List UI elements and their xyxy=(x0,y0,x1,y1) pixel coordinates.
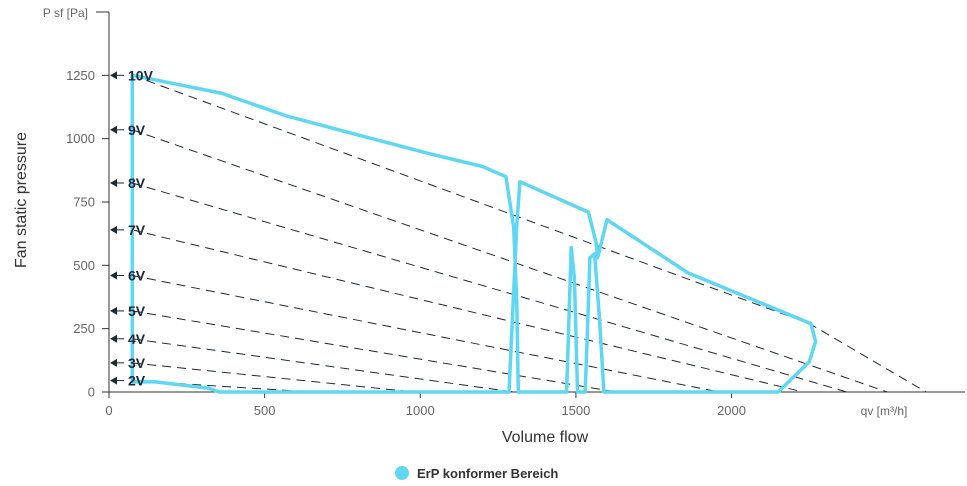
voltage-curve-10V xyxy=(132,74,927,393)
x-tick-label: 1000 xyxy=(406,403,435,418)
y-tick-label: 1000 xyxy=(66,131,95,146)
x-axis-title: Volume flow xyxy=(502,429,589,446)
voltage-marker-10V xyxy=(110,71,117,80)
voltage-labels: 10V 9V 8V 7V 6V 5V 4V 3V 2V xyxy=(110,67,154,389)
voltage-curve-8V xyxy=(132,182,847,393)
voltage-marker-5V xyxy=(110,306,117,315)
erp-area-outline xyxy=(130,73,818,394)
voltage-label-8V: 8V xyxy=(128,175,146,191)
voltage-curve-4V xyxy=(132,338,514,393)
y-tick-label: 250 xyxy=(73,321,95,336)
voltage-label-4V: 4V xyxy=(128,331,146,347)
voltage-marker-4V xyxy=(110,334,117,343)
x-unit-label: qv [m³/h] xyxy=(861,404,908,418)
voltage-marker-2V xyxy=(110,376,117,385)
erp-area xyxy=(130,73,818,394)
y-tick-label: 500 xyxy=(73,258,95,273)
voltage-label-5V: 5V xyxy=(128,303,146,319)
voltage-marker-6V xyxy=(110,271,117,280)
y-tick-label: 1250 xyxy=(66,68,95,83)
y-axis-title: Fan static pressure xyxy=(13,132,30,268)
voltage-label-6V: 6V xyxy=(128,267,146,283)
voltage-curves xyxy=(132,74,927,393)
voltage-marker-3V xyxy=(110,358,117,367)
voltage-label-9V: 9V xyxy=(128,122,146,138)
voltage-label-10V: 10V xyxy=(128,67,154,83)
voltage-label-7V: 7V xyxy=(128,222,146,238)
x-tick-label: 500 xyxy=(254,403,276,418)
x-tick-label: 0 xyxy=(105,403,112,418)
voltage-marker-9V xyxy=(110,125,117,134)
legend-marker xyxy=(395,466,409,480)
x-tick-label: 2000 xyxy=(717,403,746,418)
y-unit-label: P sf [Pa] xyxy=(43,6,88,20)
voltage-curve-6V xyxy=(132,275,720,393)
x-tick-label: 1500 xyxy=(561,403,590,418)
legend[interactable]: ErP konformer Bereich xyxy=(395,466,558,481)
y-axis: 0 250 500 750 1000 1250 xyxy=(66,11,110,400)
legend-label: ErP konformer Bereich xyxy=(417,466,558,481)
voltage-curve-9V xyxy=(132,129,888,393)
voltage-label-2V: 2V xyxy=(128,373,146,389)
voltage-marker-8V xyxy=(110,179,117,187)
y-tick-label: 0 xyxy=(88,385,95,400)
voltage-curve-5V xyxy=(132,310,617,393)
x-axis: 0 500 1000 1500 2000 xyxy=(105,391,965,418)
voltage-marker-7V xyxy=(110,225,117,234)
voltage-curve-7V xyxy=(132,229,804,393)
voltage-curve-3V xyxy=(132,362,415,393)
voltage-label-3V: 3V xyxy=(128,355,146,371)
y-tick-label: 750 xyxy=(73,195,95,210)
